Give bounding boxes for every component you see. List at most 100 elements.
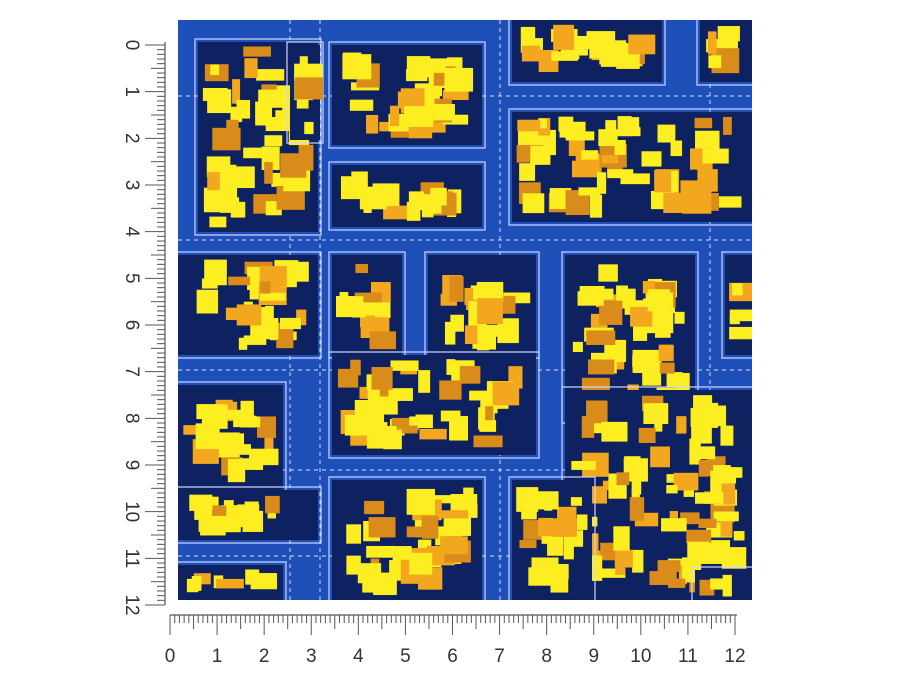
building xyxy=(344,414,369,436)
building xyxy=(667,171,678,193)
building xyxy=(722,574,732,597)
building xyxy=(650,410,664,420)
building xyxy=(570,497,582,506)
building xyxy=(238,337,248,350)
ruler-label: 11 xyxy=(678,646,698,667)
building xyxy=(379,121,396,132)
building xyxy=(390,105,400,127)
building xyxy=(189,494,213,511)
building xyxy=(264,135,283,147)
ruler-label: 0 xyxy=(165,646,176,667)
building xyxy=(551,51,578,61)
building xyxy=(682,189,712,214)
building xyxy=(226,119,239,141)
building xyxy=(690,446,716,460)
block xyxy=(328,161,486,231)
block xyxy=(328,351,540,459)
building xyxy=(464,325,478,344)
building xyxy=(686,529,712,544)
building xyxy=(658,344,674,362)
building xyxy=(632,549,644,573)
building xyxy=(614,139,626,155)
building xyxy=(243,46,271,57)
ruler-label: 7 xyxy=(494,646,505,667)
building xyxy=(616,285,628,305)
building xyxy=(222,433,245,455)
building xyxy=(430,187,447,206)
building xyxy=(259,292,286,301)
building xyxy=(364,500,385,515)
building xyxy=(519,539,537,549)
building xyxy=(552,518,577,537)
building xyxy=(404,106,434,127)
building xyxy=(599,300,623,325)
building xyxy=(486,324,515,337)
building xyxy=(236,100,251,119)
building xyxy=(577,291,604,306)
building xyxy=(366,114,379,134)
ruler-label: 3 xyxy=(306,646,317,667)
building xyxy=(444,321,456,345)
building xyxy=(721,478,736,505)
ruler-label: 2 xyxy=(259,646,270,667)
block xyxy=(328,476,486,600)
ruler-label: 1 xyxy=(212,646,223,667)
building xyxy=(207,172,220,191)
building xyxy=(620,173,650,185)
building xyxy=(528,567,554,586)
building xyxy=(469,390,499,401)
building xyxy=(693,395,713,412)
building xyxy=(713,511,739,522)
block xyxy=(178,561,287,600)
building xyxy=(642,367,662,386)
building xyxy=(568,136,585,156)
building xyxy=(392,388,413,401)
building xyxy=(450,493,478,513)
building xyxy=(666,372,683,387)
building xyxy=(680,512,700,525)
building xyxy=(366,315,375,327)
building xyxy=(201,278,218,289)
ruler-label: 4 xyxy=(121,226,142,237)
building xyxy=(409,416,418,426)
building xyxy=(243,147,266,159)
building xyxy=(604,339,627,363)
building xyxy=(579,286,605,295)
building xyxy=(632,349,662,374)
building xyxy=(449,276,464,302)
block xyxy=(328,41,486,149)
building xyxy=(410,59,420,77)
building xyxy=(694,117,713,129)
building xyxy=(617,116,632,137)
building xyxy=(659,362,675,374)
building xyxy=(257,416,277,438)
building xyxy=(276,322,294,349)
building xyxy=(210,64,220,76)
building xyxy=(296,99,309,109)
building xyxy=(418,61,446,73)
building xyxy=(227,409,247,420)
building xyxy=(446,359,456,375)
building xyxy=(296,309,307,326)
building xyxy=(666,485,678,494)
block xyxy=(508,20,666,86)
building xyxy=(230,106,243,123)
building xyxy=(492,381,520,406)
building xyxy=(517,119,541,132)
building xyxy=(440,293,458,306)
building xyxy=(419,428,447,440)
building xyxy=(202,87,228,101)
building xyxy=(406,526,422,538)
building xyxy=(409,552,433,575)
building xyxy=(531,38,543,50)
building xyxy=(392,546,412,565)
building xyxy=(647,310,674,334)
building xyxy=(650,446,670,468)
building xyxy=(373,572,397,596)
building xyxy=(670,140,683,157)
building xyxy=(598,264,618,282)
building xyxy=(589,194,603,218)
building xyxy=(629,497,645,521)
